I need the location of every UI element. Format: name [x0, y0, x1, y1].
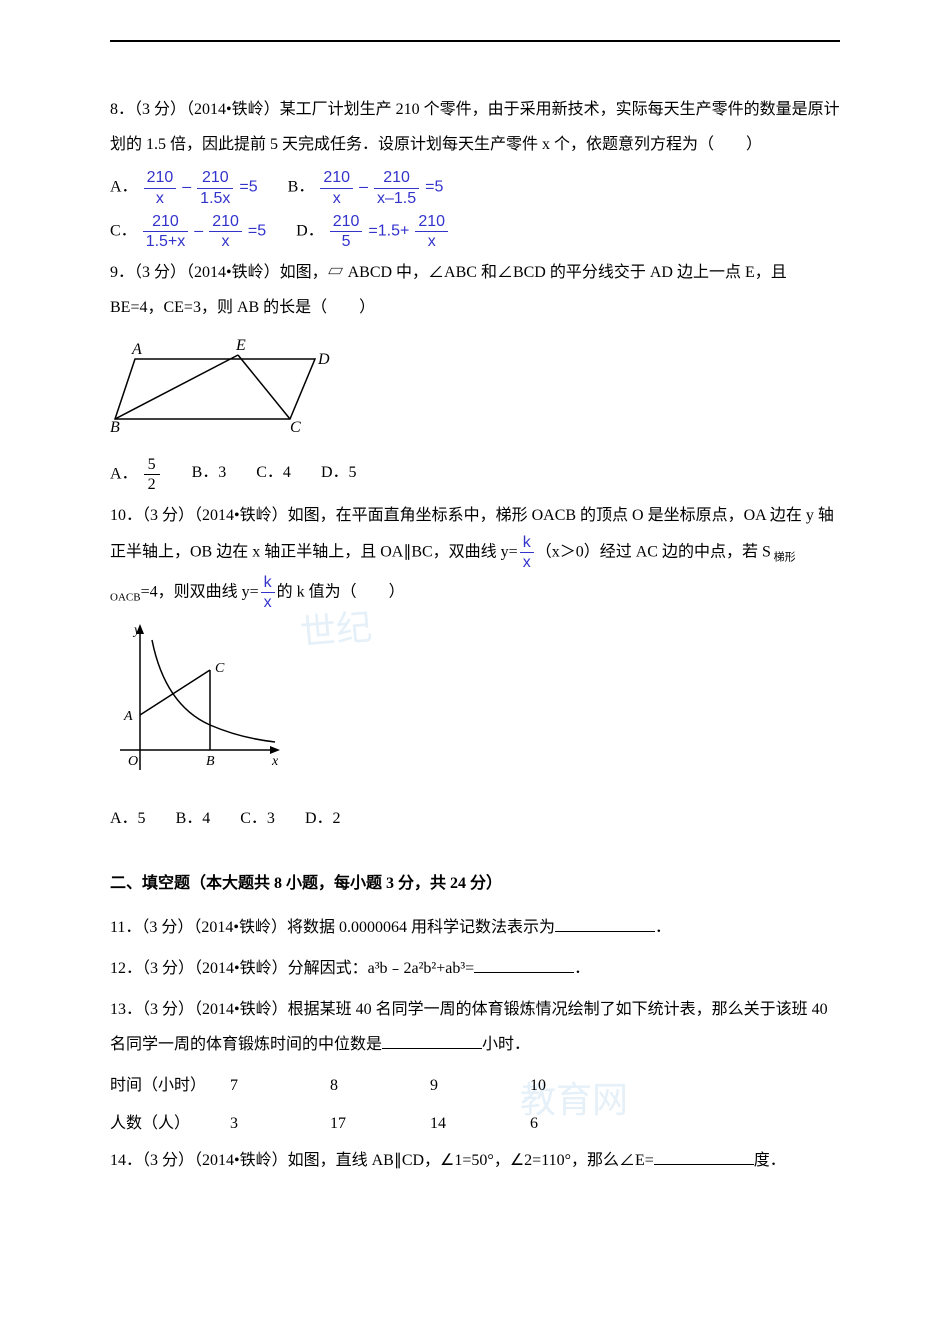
q14-text1: 14．（3 分）（2014•铁岭）如图，直线 AB∥CD，∠1=50°，∠2=1…	[110, 1152, 654, 1169]
q8-options-row2: C． 2101.5+x – 210x =5 D． 2105 =1.5+ 210x	[110, 212, 840, 251]
q13-table: 时间（小时） 7 8 9 10 人数（人） 3 17 14 6	[110, 1068, 840, 1140]
q9-option-b: B．3	[192, 455, 227, 494]
fraction: kx	[261, 573, 275, 612]
fraction: 210x–1.5	[374, 168, 419, 207]
label-y: y	[132, 623, 141, 638]
q8-option-d: D． 2105 =1.5+ 210x	[296, 212, 450, 251]
fraction: 52	[144, 455, 160, 494]
table-cell: 3	[230, 1106, 330, 1141]
q10-option-a: A．5	[110, 801, 146, 836]
q10-figure: y x O A C B	[110, 620, 840, 793]
q10-option-d: D．2	[305, 801, 341, 836]
q9-figure: A E D B C	[110, 334, 840, 447]
q8-option-a: A． 210x – 2101.5x =5	[110, 168, 258, 207]
question-8: 8．（3 分）（2014•铁岭）某工厂计划生产 210 个零件，由于采用新技术，…	[110, 92, 840, 162]
label-A: A	[123, 709, 133, 724]
blank	[555, 916, 655, 932]
fraction: 210x	[320, 168, 353, 207]
fraction: 210x	[144, 168, 177, 207]
label-x: x	[271, 754, 279, 769]
blank	[474, 957, 574, 973]
q9-option-d: D．5	[321, 455, 357, 494]
fraction: 210x	[209, 212, 242, 251]
q11-text2: ．	[655, 919, 671, 936]
table-cell: 6	[530, 1106, 630, 1141]
q11-text1: 11．（3 分）（2014•铁岭）将数据 0.0000064 用科学记数法表示为	[110, 919, 555, 936]
table-cell: 7	[230, 1068, 330, 1103]
blank	[654, 1149, 754, 1165]
question-11: 11．（3 分）（2014•铁岭）将数据 0.0000064 用科学记数法表示为…	[110, 910, 840, 945]
label-B: B	[110, 419, 120, 434]
q13-text2: 小时．	[482, 1036, 530, 1053]
table-cell: 10	[530, 1068, 630, 1103]
q10-option-c: C．3	[240, 801, 275, 836]
question-14: 14．（3 分）（2014•铁岭）如图，直线 AB∥CD，∠1=50°，∠2=1…	[110, 1143, 840, 1178]
fraction: 2101.5x	[197, 168, 233, 207]
label-E: E	[235, 337, 246, 354]
table-cell: 9	[430, 1068, 530, 1103]
q10-options: A．5 B．4 C．3 D．2	[110, 801, 840, 836]
q9-option-a: A． 52	[110, 455, 162, 494]
q10-text-p4: 的 k 值为（ ）	[277, 583, 405, 600]
page-top-border	[110, 40, 840, 42]
fraction: 2105	[330, 212, 363, 251]
coordinate-diagram: y x O A C B	[110, 620, 290, 780]
label-D: D	[317, 351, 330, 368]
q12-text2: ．	[574, 960, 590, 977]
section-2-title: 二、填空题（本大题共 8 小题，每小题 3 分，共 24 分）	[110, 866, 840, 901]
table-row: 人数（人） 3 17 14 6	[110, 1106, 840, 1141]
label-B: B	[206, 754, 215, 769]
table-cell: 17	[330, 1106, 430, 1141]
question-13: 13．（3 分）（2014•铁岭）根据某班 40 名同学一周的体育锻炼情况绘制了…	[110, 992, 840, 1062]
q8-text: 8．（3 分）（2014•铁岭）某工厂计划生产 210 个零件，由于采用新技术，…	[110, 101, 840, 153]
q9-text: 9．（3 分）（2014•铁岭）如图，▱ ABCD 中，∠ABC 和∠BCD 的…	[110, 264, 787, 316]
q8-option-b: B． 210x – 210x–1.5 =5	[288, 168, 444, 207]
fraction: kx	[520, 533, 534, 572]
q9-options: A． 52 B．3 C．4 D．5	[110, 455, 840, 494]
label-A: A	[131, 341, 142, 358]
table-cell: 人数（人）	[110, 1106, 230, 1141]
q8-option-c: C． 2101.5+x – 210x =5	[110, 212, 266, 251]
table-cell: 8	[330, 1068, 430, 1103]
question-9: 9．（3 分）（2014•铁岭）如图，▱ ABCD 中，∠ABC 和∠BCD 的…	[110, 255, 840, 325]
q14-text2: 度．	[754, 1152, 786, 1169]
fraction: 2101.5+x	[143, 212, 189, 251]
question-12: 12．（3 分）（2014•铁岭）分解因式：a³b﹣2a²b²+ab³= ．	[110, 951, 840, 986]
label-C: C	[290, 419, 301, 434]
label-C: C	[215, 661, 225, 676]
q10-option-b: B．4	[176, 801, 211, 836]
label-O: O	[128, 754, 138, 769]
q8-options-row1: A． 210x – 2101.5x =5 B． 210x – 210x–1.5 …	[110, 168, 840, 207]
q12-text1: 12．（3 分）（2014•铁岭）分解因式：a³b﹣2a²b²+ab³=	[110, 960, 474, 977]
parallelogram-diagram: A E D B C	[110, 334, 340, 434]
table-row: 时间（小时） 7 8 9 10	[110, 1068, 840, 1103]
table-cell: 14	[430, 1106, 530, 1141]
blank	[382, 1033, 482, 1049]
table-cell: 时间（小时）	[110, 1068, 230, 1103]
q10-text-p3: =4，则双曲线 y=	[141, 583, 259, 600]
fraction: 210x	[415, 212, 448, 251]
question-10: 10．（3 分）（2014•铁岭）如图，在平面直角坐标系中，梯形 OACB 的顶…	[110, 498, 840, 612]
q9-option-c: C．4	[256, 455, 291, 494]
q10-text-p2: （x＞0）经过 AC 边的中点，若 S	[536, 544, 771, 561]
